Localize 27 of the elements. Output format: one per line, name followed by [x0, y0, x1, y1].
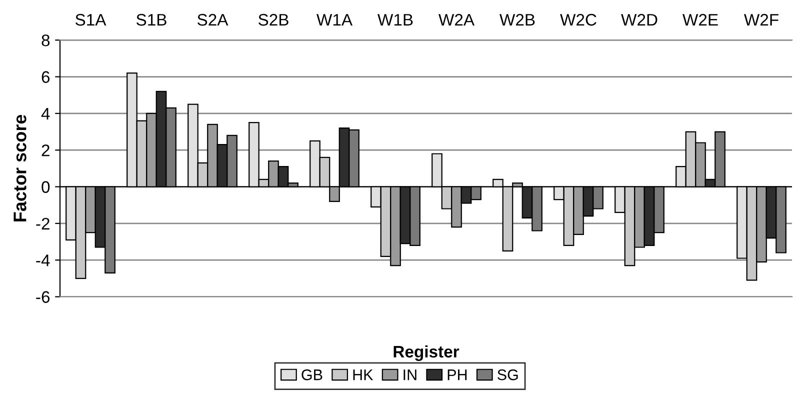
y-tick-label: 2 [42, 144, 50, 156]
y-tick-label: 8 [42, 34, 50, 46]
y-tick-label: 0 [42, 181, 50, 193]
x-axis-title: Register [394, 345, 460, 361]
legend-label: GB [302, 369, 322, 380]
x-tick-label: W1B [378, 14, 413, 26]
x-tick-label: W1A [316, 14, 353, 26]
y-axis-title: Factor score [14, 114, 26, 222]
y-tick-label: -6 [36, 291, 50, 303]
legend-label: HK [353, 370, 374, 380]
x-tick-label: W2D [621, 14, 658, 26]
legend-label: IN [404, 370, 416, 380]
x-tick-label: S1A [76, 14, 106, 26]
x-tick-label: S1B [136, 14, 166, 26]
y-tick-label: 6 [42, 71, 50, 83]
x-tick-label: W2C [560, 14, 596, 26]
x-tick-label: S2A [198, 14, 228, 26]
y-tick-label: -4 [36, 254, 50, 266]
x-tick-label: S2B [258, 14, 288, 26]
x-tick-label: W2E [682, 14, 718, 26]
x-tick-label: W2B [500, 14, 535, 26]
y-tick-label: -2 [36, 218, 50, 230]
legend-label: SG [498, 369, 518, 380]
x-tick-label: W2A [438, 14, 475, 26]
x-tick-label: W2F [744, 14, 778, 26]
legend-label: PH [448, 370, 467, 380]
y-tick-label: 4 [41, 108, 50, 120]
